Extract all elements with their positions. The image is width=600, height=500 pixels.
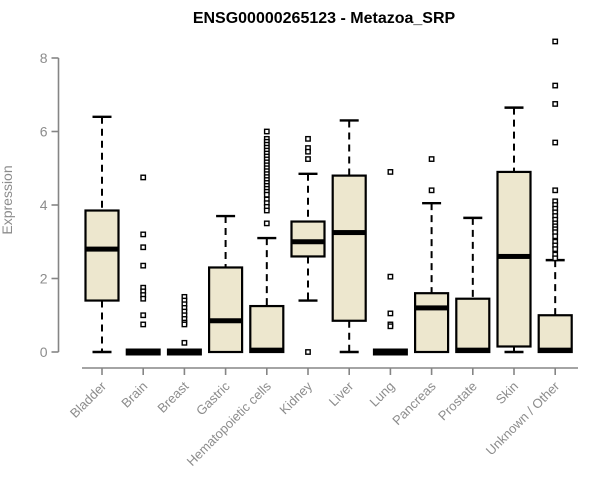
y-tick-label: 2 [40,270,48,286]
outlier-point [263,207,270,214]
outlier-point [305,135,311,142]
outlier-point [140,174,147,181]
median-line [456,347,490,353]
outlier-point [552,38,559,45]
median-line [209,318,243,324]
outlier-point [387,310,394,317]
boxplot-brain [125,174,161,356]
x-tick-label: Liver [326,378,357,409]
boxplot-lung [372,169,408,356]
outlier-point [552,139,559,146]
box-iqr [455,297,491,354]
boxplot-kidney [290,135,326,355]
box-iqr [537,314,573,354]
box-iqr [414,292,450,354]
outlier-point [552,255,559,262]
box-iqr [290,220,326,258]
x-tick-label: Prostate [435,379,480,424]
outlier-point [387,169,394,175]
boxplot-bladder [84,115,120,354]
median-line [291,239,325,245]
x-tick-label: Gastric [193,378,233,418]
x-tick-label: Pancreas [389,378,439,428]
boxplot-unknown-other [537,38,573,354]
median-line [415,305,449,311]
median-line [85,246,119,252]
collapsed-box [166,348,202,356]
median-line [332,230,366,236]
y-axis-label: Expression [0,165,15,234]
outlier-point [140,231,147,238]
boxplot-pancreas [414,156,450,354]
outlier-point [305,349,311,355]
outlier-point [181,339,188,346]
median-line [250,347,284,353]
outlier-point [428,156,435,162]
boxplot-hematopoietic-cells [249,128,285,354]
boxplot-skin [496,106,532,354]
x-tick-label: Skin [493,379,521,407]
box-iqr [249,304,285,354]
box-iqr [496,170,532,348]
outlier-point [552,101,559,107]
box-iqr [208,266,244,354]
box-iqr [84,209,120,302]
outlier-point [552,82,559,89]
x-tick-label: Lung [366,379,397,410]
chart-title: ENSG00000265123 - Metazoa_SRP [193,10,456,27]
outlier-point [552,233,559,240]
x-tick-label: Kidney [276,378,315,417]
outlier-point [181,321,188,328]
box-iqr [331,174,367,322]
y-tick-label: 8 [40,50,48,66]
outlier-point [428,187,435,194]
outlier-point [263,220,270,227]
outlier-point [263,128,270,135]
x-tick-label: Brain [118,379,150,411]
collapsed-box [372,348,408,356]
outlier-point [305,148,311,155]
outlier-point [140,312,147,319]
median-line [538,347,572,353]
y-tick-label: 6 [40,123,48,139]
outlier-point [263,191,270,198]
outlier-point [140,262,147,269]
boxplot-breast [166,293,202,356]
x-tick-label: Bladder [67,378,110,421]
x-tick-label: Breast [154,378,191,415]
outlier-point [140,244,147,251]
outlier-point [140,295,147,302]
y-tick-label: 0 [40,344,48,360]
outlier-point [305,156,311,162]
median-line [497,253,531,259]
boxplot-gastric [208,214,244,354]
x-tick-label: Unknown / Other [483,378,563,458]
outlier-point [140,321,147,328]
outlier-point [387,323,394,330]
outlier-point [387,273,394,280]
y-tick-label: 4 [40,197,48,213]
outlier-point [552,187,559,194]
collapsed-box [125,348,161,356]
outlier-point [552,246,559,252]
boxplot-liver [331,119,367,354]
boxplot-prostate [455,216,491,354]
